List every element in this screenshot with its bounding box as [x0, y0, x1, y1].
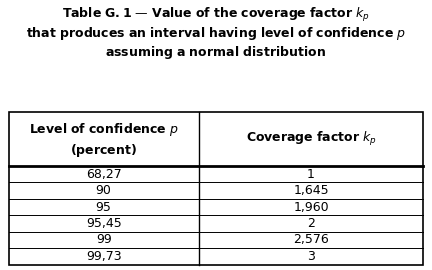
Text: $\bf{assuming\ a\ normal\ distribution}$: $\bf{assuming\ a\ normal\ distribution}$: [105, 44, 327, 61]
Text: $\bf{Coverage\ factor\ \mathit{k}}_{\bf{\mathit{p}}}$: $\bf{Coverage\ factor\ \mathit{k}}_{\bf{…: [245, 130, 377, 148]
Text: 2: 2: [307, 217, 315, 230]
Text: 3: 3: [307, 250, 315, 263]
Text: 90: 90: [96, 184, 111, 197]
Text: $\bf{Table\ G.1\ —\ Value\ of\ the\ coverage\ factor\ } \bf{\mathit{k}}_{\bf{\ma: $\bf{Table\ G.1\ —\ Value\ of\ the\ cove…: [62, 6, 370, 24]
Text: $\bf{Level\ of\ confidence\ \mathit{p}}$: $\bf{Level\ of\ confidence\ \mathit{p}}$: [29, 121, 178, 138]
Text: $\bf{(percent)}$: $\bf{(percent)}$: [70, 143, 137, 159]
Text: 1: 1: [307, 168, 315, 181]
Text: 1,645: 1,645: [293, 184, 329, 197]
Text: 95: 95: [96, 201, 111, 214]
Text: $\bf{that\ produces\ an\ interval\ having\ level\ of\ confidence\ \mathit{p}}$: $\bf{that\ produces\ an\ interval\ havin…: [26, 25, 406, 42]
Text: 99: 99: [96, 234, 111, 247]
Text: 99,73: 99,73: [86, 250, 121, 263]
Text: 95,45: 95,45: [86, 217, 121, 230]
Text: 68,27: 68,27: [86, 168, 121, 181]
Text: 2,576: 2,576: [293, 234, 329, 247]
Bar: [9, 112, 423, 265]
Text: 1,960: 1,960: [293, 201, 329, 214]
